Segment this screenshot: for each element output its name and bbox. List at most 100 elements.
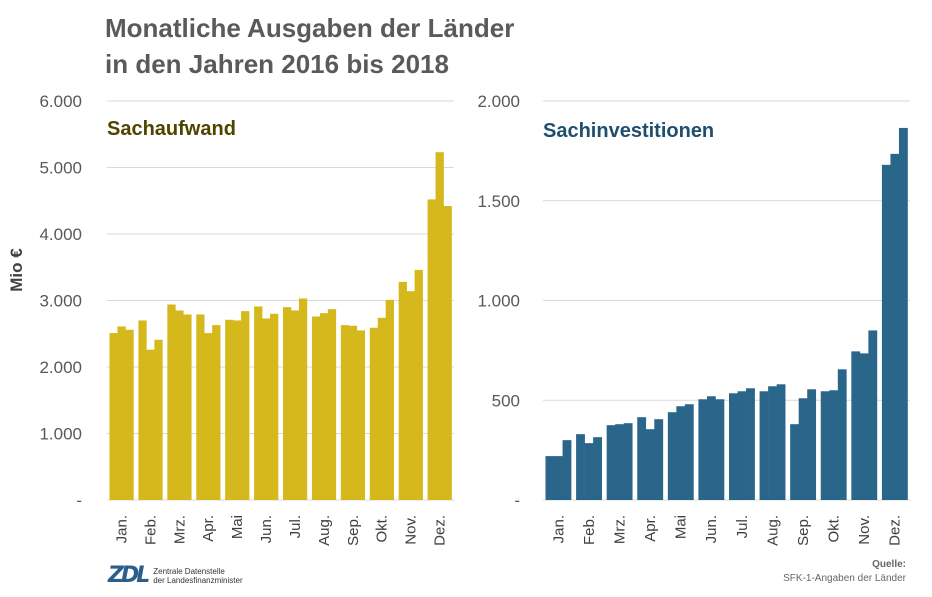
sachaufwand-bar	[254, 306, 263, 500]
sachaufwand-bar	[443, 206, 452, 500]
sachinvestitionen-y-tick-label: -	[514, 491, 520, 510]
sachaufwand-category-label: Mrz.	[171, 515, 188, 544]
sachaufwand-bar	[427, 199, 436, 501]
sachinvestitionen-bar	[562, 440, 572, 500]
sachaufwand-y-tick-label: 4.000	[39, 225, 82, 244]
sachinvestitionen-category-label: Feb.	[581, 515, 598, 545]
sachinvestitionen-bar	[729, 393, 738, 500]
sachaufwand-y-tick-label: 3.000	[39, 292, 82, 311]
sachaufwand-bar	[369, 327, 379, 500]
sachaufwand-bar	[233, 320, 242, 500]
sachaufwand-category-label: Sep.	[345, 515, 362, 546]
sachaufwand-bar	[319, 313, 329, 500]
sachinvestitionen-bar	[868, 330, 878, 500]
sachaufwand-y-tick-label: 1.000	[39, 425, 82, 444]
sachinvestitionen-panel-title: Sachinvestitionen	[543, 120, 714, 142]
sachaufwand-category-label: Jun.	[258, 515, 275, 543]
sachinvestitionen-bar	[623, 423, 633, 500]
sachaufwand-bar	[212, 325, 221, 500]
sachaufwand-bar	[340, 325, 350, 500]
chart-title-line-2: in den Jahren 2016 bis 2018	[105, 49, 449, 79]
sachinvestitionen-category-label: Okt.	[826, 515, 843, 543]
sachinvestitionen-y-tick-label: 2.000	[477, 92, 520, 111]
zdl-logo-text: Zentrale Datenstelle der Landesfinanzmin…	[153, 567, 242, 585]
sachinvestitionen-bar	[746, 388, 755, 500]
sachaufwand-category-label: Jan.	[113, 515, 130, 543]
sachinvestitionen-bar	[807, 389, 817, 500]
sachaufwand-category-label: Aug.	[316, 515, 333, 546]
sachaufwand-bar	[377, 317, 386, 500]
chart-title-line-1: Monatliche Ausgaben der Länder	[105, 13, 515, 43]
sachaufwand-bar	[196, 314, 205, 500]
sachaufwand-y-tick-label: 5.000	[39, 159, 82, 178]
sachaufwand-bar	[125, 329, 134, 500]
sachinvestitionen-category-label: Nov.	[856, 515, 873, 545]
source-note: Quelle: SFK-1-Angaben der Länder	[783, 558, 906, 586]
sachinvestitionen-bar	[851, 351, 861, 500]
sachaufwand-bar	[327, 309, 337, 500]
sachaufwand-bar	[225, 319, 234, 500]
sachaufwand-bar	[241, 311, 250, 500]
sachaufwand-bar	[138, 320, 147, 500]
sachinvestitionen-bar	[645, 429, 655, 500]
sachinvestitionen-bar	[554, 456, 563, 500]
sachinvestitionen-bar	[737, 391, 747, 500]
sachaufwand-category-label: Nov.	[403, 515, 420, 545]
sachinvestitionen-bar	[859, 353, 869, 500]
chart-title: Monatliche Ausgaben der Länder in den Ja…	[105, 10, 565, 82]
sachaufwand-bar	[109, 333, 118, 500]
sachaufwand-bar	[154, 339, 163, 500]
source-label: Quelle:	[872, 559, 906, 570]
sachinvestitionen-bar	[768, 386, 777, 500]
sachinvestitionen-bar	[606, 425, 616, 500]
sachaufwand-bar	[356, 330, 366, 500]
sachinvestitionen-y-tick-label: 1.000	[477, 292, 520, 311]
sachaufwand-category-label: Mai	[229, 515, 246, 539]
sachaufwand-bar	[146, 349, 155, 500]
sachinvestitionen-bar	[584, 443, 594, 500]
sachaufwand-bar	[311, 316, 321, 500]
sachinvestitionen-bar	[776, 384, 786, 500]
sachaufwand-y-tick-label: -	[76, 491, 82, 510]
sachaufwand-category-label: Dez.	[432, 515, 449, 546]
sachinvestitionen-category-label: Sep.	[795, 515, 812, 546]
sachinvestitionen-bar	[684, 404, 694, 500]
sachaufwand-bar	[270, 313, 279, 500]
sachinvestitionen-bar	[715, 399, 725, 500]
sachinvestitionen-bar	[829, 390, 839, 500]
sachinvestitionen-category-label: Jan.	[550, 515, 567, 543]
sachaufwand-category-label: Jul.	[287, 515, 304, 538]
sachinvestitionen-bar	[576, 434, 585, 500]
sachinvestitionen-bar	[698, 399, 708, 500]
sachinvestitionen-bar	[898, 127, 908, 501]
sachinvestitionen-bar	[676, 406, 686, 500]
zdl-logo-mark: ZDL	[108, 563, 150, 588]
sachinvestitionen-bar	[837, 369, 847, 500]
sachaufwand-bar	[167, 304, 176, 500]
sachaufwand-bar	[183, 314, 192, 500]
sachinvestitionen-bar	[881, 164, 891, 500]
zdl-logo-line-1: Zentrale Datenstelle	[153, 567, 225, 576]
sachaufwand-panel-title: Sachaufwand	[107, 118, 236, 140]
sachaufwand-category-label: Okt.	[374, 515, 391, 543]
sachaufwand-bar	[298, 298, 308, 500]
sachaufwand-category-label: Feb.	[142, 515, 159, 545]
sachaufwand-bar	[414, 269, 423, 500]
sachinvestitionen-bar	[820, 391, 830, 500]
sachinvestitionen-y-tick-label: 1.500	[477, 192, 520, 211]
sachinvestitionen-bar	[637, 417, 647, 500]
sachaufwand-bar	[283, 307, 292, 500]
sachinvestitionen-y-tick-label: 500	[492, 391, 520, 410]
sachaufwand-y-tick-label: 2.000	[39, 358, 82, 377]
sachinvestitionen-category-label: Jul.	[734, 515, 751, 538]
sachinvestitionen-bar	[667, 412, 677, 500]
sachinvestitionen-bar	[790, 424, 799, 500]
sachinvestitionen-bar	[890, 153, 900, 500]
sachinvestitionen-bar	[593, 437, 602, 500]
sachinvestitionen-bar	[759, 391, 769, 500]
sachaufwand-bar	[290, 310, 300, 500]
sachinvestitionen-bar	[798, 398, 808, 500]
sachinvestitionen-category-label: Apr.	[642, 515, 659, 542]
sachaufwand-category-label: Apr.	[200, 515, 217, 542]
